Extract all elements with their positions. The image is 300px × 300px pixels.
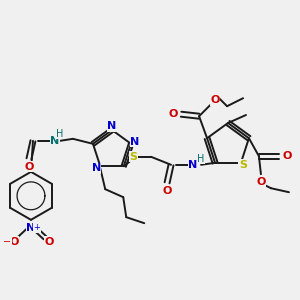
Text: S: S: [239, 160, 247, 170]
Text: O: O: [282, 151, 292, 161]
Text: O: O: [9, 237, 19, 247]
Text: O: O: [210, 95, 220, 105]
Text: S: S: [129, 152, 137, 162]
Text: O: O: [44, 237, 54, 247]
Text: O: O: [168, 109, 178, 119]
Text: N: N: [130, 137, 140, 147]
Text: −: −: [3, 237, 11, 247]
Text: H: H: [56, 129, 64, 139]
Text: O: O: [24, 162, 34, 172]
Text: N: N: [92, 163, 101, 173]
Text: N: N: [188, 160, 198, 170]
Text: O: O: [162, 186, 172, 196]
Text: O: O: [256, 177, 266, 187]
Text: N: N: [50, 136, 60, 146]
Text: N: N: [107, 121, 117, 131]
Text: H: H: [197, 154, 205, 164]
Text: N: N: [26, 223, 36, 233]
Text: +: +: [34, 223, 40, 232]
